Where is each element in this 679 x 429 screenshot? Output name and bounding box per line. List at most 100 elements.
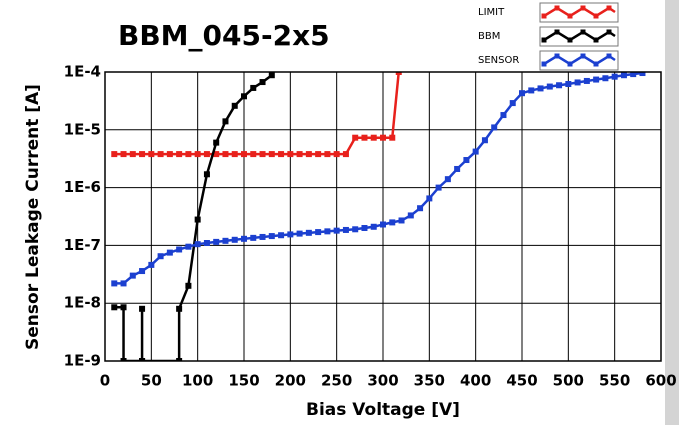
point-marker — [620, 72, 627, 79]
point-marker — [611, 73, 618, 80]
x-tick-label: 350 — [414, 372, 445, 390]
point-marker — [342, 226, 349, 233]
point-marker — [278, 151, 285, 158]
point-marker — [157, 253, 164, 260]
point-marker — [213, 139, 220, 146]
point-marker — [231, 151, 238, 158]
point-marker — [370, 134, 377, 141]
point-marker — [519, 90, 525, 97]
point-marker — [213, 151, 220, 158]
legend: LIMIT BBM SENSOR — [478, 2, 619, 71]
point-marker — [241, 93, 247, 100]
point-marker — [287, 151, 294, 158]
point-marker — [398, 217, 405, 224]
legend-marker — [606, 29, 612, 35]
y-tick-label: 1E-9 — [64, 352, 101, 370]
legend-marker — [580, 5, 586, 11]
point-marker — [315, 229, 322, 236]
point-marker — [176, 151, 183, 158]
point-marker — [352, 226, 359, 233]
point-marker — [241, 151, 247, 158]
legend-marker — [580, 53, 586, 59]
legend-marker — [541, 13, 547, 19]
point-marker — [250, 234, 257, 241]
x-tick-label: 600 — [645, 372, 676, 390]
point-marker — [361, 134, 368, 141]
point-marker — [129, 151, 136, 158]
point-marker — [500, 112, 507, 119]
legend-marker — [567, 61, 573, 67]
point-marker — [250, 84, 257, 91]
point-marker — [268, 72, 275, 79]
point-marker — [259, 233, 266, 240]
x-tick-label: 50 — [141, 372, 162, 390]
side-strip — [665, 0, 679, 425]
legend-marker — [567, 37, 573, 43]
point-marker — [111, 304, 118, 311]
point-marker — [268, 233, 275, 240]
legend-marker — [593, 37, 599, 43]
point-marker — [120, 151, 127, 158]
point-marker — [268, 151, 275, 158]
x-tick-label: 400 — [460, 372, 491, 390]
point-marker — [231, 236, 238, 243]
point-marker — [565, 80, 572, 87]
point-marker — [166, 151, 173, 158]
point-marker — [203, 240, 210, 247]
point-marker — [380, 221, 386, 228]
point-marker — [444, 176, 451, 183]
point-marker — [278, 232, 285, 239]
point-marker — [380, 134, 386, 141]
point-marker — [333, 227, 340, 234]
plot-border — [104, 71, 662, 362]
point-marker — [176, 305, 183, 312]
point-marker — [417, 205, 424, 212]
point-marker — [537, 85, 544, 92]
y-tick-label: 1E-8 — [64, 294, 101, 312]
x-tick-label: 550 — [599, 372, 630, 390]
x-tick-label: 150 — [228, 372, 259, 390]
point-marker — [333, 151, 340, 158]
point-marker — [602, 75, 609, 82]
point-marker — [574, 79, 581, 86]
x-tick-label: 250 — [321, 372, 352, 390]
y-axis-label: Sensor Leakage Current [A] — [23, 84, 43, 350]
point-marker — [324, 228, 331, 235]
point-marker — [222, 118, 229, 125]
point-marker — [139, 151, 146, 158]
point-marker — [630, 72, 637, 78]
legend-marker — [554, 53, 560, 59]
point-marker — [148, 151, 155, 158]
point-marker — [361, 225, 368, 232]
x-tick-label: 300 — [367, 372, 398, 390]
point-marker — [139, 358, 146, 361]
point-marker — [111, 151, 118, 158]
point-marker — [203, 151, 210, 158]
point-marker — [129, 272, 136, 279]
x-tick-label: 0 — [100, 372, 110, 390]
point-marker — [231, 102, 238, 109]
point-marker — [194, 216, 201, 223]
point-marker — [213, 238, 220, 245]
point-marker — [120, 304, 127, 311]
x-tick-label: 500 — [553, 372, 584, 390]
x-tick-label: 100 — [182, 372, 213, 390]
point-marker — [481, 137, 488, 144]
point-marker — [203, 171, 210, 178]
point-marker — [509, 100, 516, 107]
x-tick-label: 450 — [506, 372, 537, 390]
point-marker — [139, 305, 146, 312]
point-marker — [166, 249, 173, 256]
point-marker — [222, 237, 229, 244]
point-marker — [324, 151, 331, 158]
point-marker — [111, 280, 118, 287]
legend-label: BBM — [478, 31, 500, 42]
point-marker — [352, 134, 359, 141]
point-marker — [194, 151, 201, 158]
point-marker — [407, 212, 414, 219]
point-marker — [139, 268, 146, 275]
point-marker — [185, 243, 192, 250]
point-marker — [556, 82, 563, 89]
